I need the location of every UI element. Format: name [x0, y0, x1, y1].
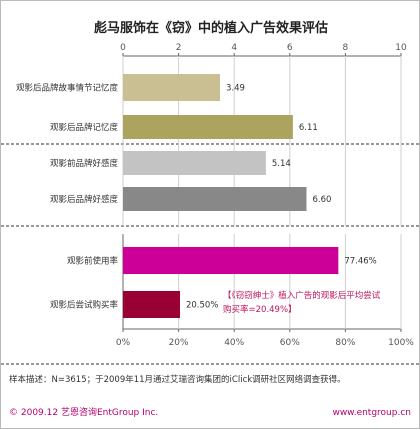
category-label: 观影前使用率	[67, 256, 119, 267]
annotation-text: 购买率=20.49%】	[223, 304, 297, 315]
category-label: 观影前品牌好感度	[50, 158, 119, 169]
top-axis-tick-label: 10	[395, 43, 407, 53]
category-label: 观影后品牌故事情节记忆度	[16, 83, 119, 94]
bar	[123, 247, 339, 274]
data-label: 77.46%	[344, 257, 376, 267]
sample-note: 样本描述：N=3615；于2009年11月通过艾瑞咨询集团的iClick调研社区…	[9, 374, 346, 385]
footer-website: www.entgroup.cn	[332, 408, 411, 418]
bottom-axis-tick-label: 40%	[224, 338, 244, 348]
top-axis-tick-label: 8	[343, 43, 349, 53]
top-axis-tick-label: 6	[287, 43, 293, 53]
bottom-axis-tick-label: 0%	[116, 338, 131, 348]
data-label: 3.49	[226, 84, 245, 94]
data-label: 5.14	[272, 159, 291, 169]
category-label: 观影后品牌记忆度	[50, 122, 119, 133]
chart-title: 彪马服饰在《窃》中的植入广告效果评估	[94, 20, 328, 36]
bottom-axis-tick-label: 20%	[169, 338, 189, 348]
data-label: 6.11	[299, 123, 318, 133]
bar	[123, 291, 180, 318]
category-label: 观影后尝试购买率	[50, 300, 119, 311]
bottom-axis-tick-label: 60%	[280, 338, 300, 348]
bar	[123, 187, 307, 211]
bar	[123, 74, 221, 101]
annotation-text: 【《窃窃绅士》植入广告的观影后平均尝试	[223, 290, 381, 301]
top-axis-tick-label: 4	[231, 43, 237, 53]
top-axis-tick-label: 0	[120, 43, 126, 53]
bottom-axis-tick-label: 100%	[388, 338, 414, 348]
bottom-axis-tick-label: 80%	[335, 338, 355, 348]
category-label: 观影后品牌好感度	[50, 194, 119, 205]
data-label: 20.50%	[186, 301, 218, 311]
footer-copyright: © 2009.12 艺恩咨询EntGroup Inc.	[9, 406, 158, 418]
top-axis-tick-label: 2	[176, 43, 182, 53]
bar	[123, 115, 293, 139]
bar	[123, 151, 266, 175]
data-label: 6.60	[312, 195, 331, 205]
